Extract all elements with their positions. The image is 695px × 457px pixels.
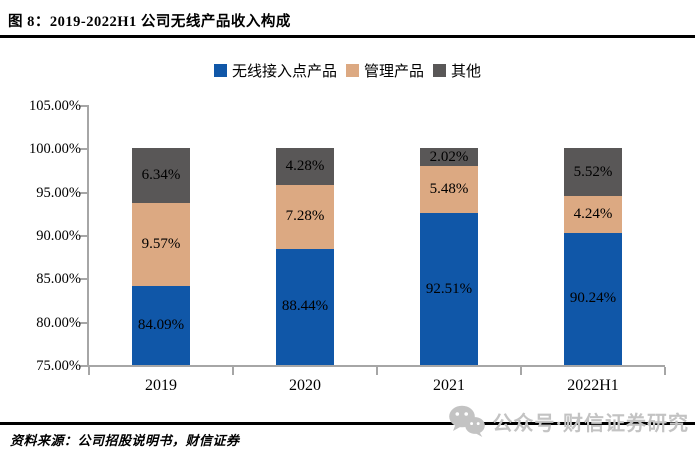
bar-segment: 6.34% (132, 148, 190, 204)
x-axis-tick (376, 367, 378, 375)
x-axis-category-label: 2019 (145, 377, 177, 394)
y-axis-tick (80, 191, 87, 194)
y-axis-tick (80, 321, 87, 324)
y-axis-tick (80, 235, 87, 237)
bar-value-label: 5.48% (429, 180, 469, 197)
bar-segment: 5.52% (564, 148, 622, 197)
x-axis-tick (520, 367, 522, 375)
x-axis-tick (88, 367, 90, 375)
source-note: 资料来源：公司招股说明书，财信证券 (10, 433, 240, 448)
watermark: 公众号·财信证券研究 (448, 404, 689, 438)
y-axis-tick-label: 75.00% (36, 358, 81, 374)
legend-swatch-other (433, 64, 446, 77)
legend-item-management: 管理产品 (345, 60, 424, 81)
y-axis-tick (80, 365, 87, 367)
bar-segment: 92.51% (420, 213, 478, 365)
y-axis-tick (80, 278, 87, 281)
y-axis-tick-label: 85.00% (36, 271, 81, 288)
top-divider (0, 35, 695, 38)
bar-value-label: 9.57% (141, 236, 181, 253)
y-axis-tick-label: 100.00% (29, 141, 81, 158)
bar-value-label: 4.28% (285, 158, 325, 175)
legend-swatch-wireless-ap (213, 64, 227, 77)
figure-title: 图 8：2019-2022H1 公司无线产品收入构成 (8, 14, 291, 30)
bottom-divider (0, 422, 695, 425)
bar-segment: 4.28% (276, 148, 334, 186)
wechat-icon (449, 405, 486, 437)
bar-segment: 84.09% (132, 286, 190, 365)
bar-segment: 2.02% (420, 148, 478, 166)
bar-value-label: 2.02% (429, 148, 469, 165)
bar-value-label: 92.51% (425, 280, 473, 297)
x-axis-category-label: 2021 (433, 377, 465, 394)
y-axis-tick-label: 80.00% (36, 314, 81, 331)
watermark-text: 公众号·财信证券研究 (492, 412, 689, 435)
bar-value-label: 4.24% (573, 206, 613, 223)
legend-label-other: 其他 (451, 64, 482, 80)
x-axis-tick (232, 367, 234, 375)
y-axis-line (87, 105, 89, 365)
y-axis-tick-label: 105.00% (29, 98, 81, 114)
chart-legend: 无线接入点产品 管理产品 其他 (0, 60, 695, 81)
bar-segment: 9.57% (132, 203, 190, 287)
legend-swatch-management (345, 64, 359, 77)
bar-segment: 7.28% (276, 185, 334, 249)
x-axis-line (87, 365, 665, 367)
bar-value-label: 90.24% (569, 290, 617, 307)
legend-item-other: 其他 (433, 60, 481, 81)
y-axis-tick (80, 105, 87, 107)
x-axis-category-label: 2020 (289, 377, 321, 394)
bar-value-label: 7.28% (285, 208, 325, 225)
bar-segment: 4.24% (564, 196, 622, 233)
y-axis-tick-label: 90.00% (36, 228, 81, 244)
bar-segment: 5.48% (420, 165, 478, 214)
y-axis-tick-label: 95.00% (36, 184, 81, 201)
bar-value-label: 5.52% (573, 163, 613, 180)
bar-segment: 88.44% (276, 248, 334, 365)
legend-label-wireless-ap: 无线接入点产品 (231, 64, 337, 80)
legend-item-wireless-ap: 无线接入点产品 (213, 60, 337, 81)
legend-label-management: 管理产品 (363, 64, 424, 80)
x-axis-category-label: 2022H1 (567, 377, 619, 394)
y-axis-tick (80, 148, 87, 151)
bar-value-label: 84.09% (137, 317, 185, 334)
x-axis-tick (664, 367, 666, 375)
bar-value-label: 88.44% (281, 298, 329, 315)
bar-value-label: 6.34% (141, 167, 181, 184)
bar-segment: 90.24% (564, 232, 622, 365)
